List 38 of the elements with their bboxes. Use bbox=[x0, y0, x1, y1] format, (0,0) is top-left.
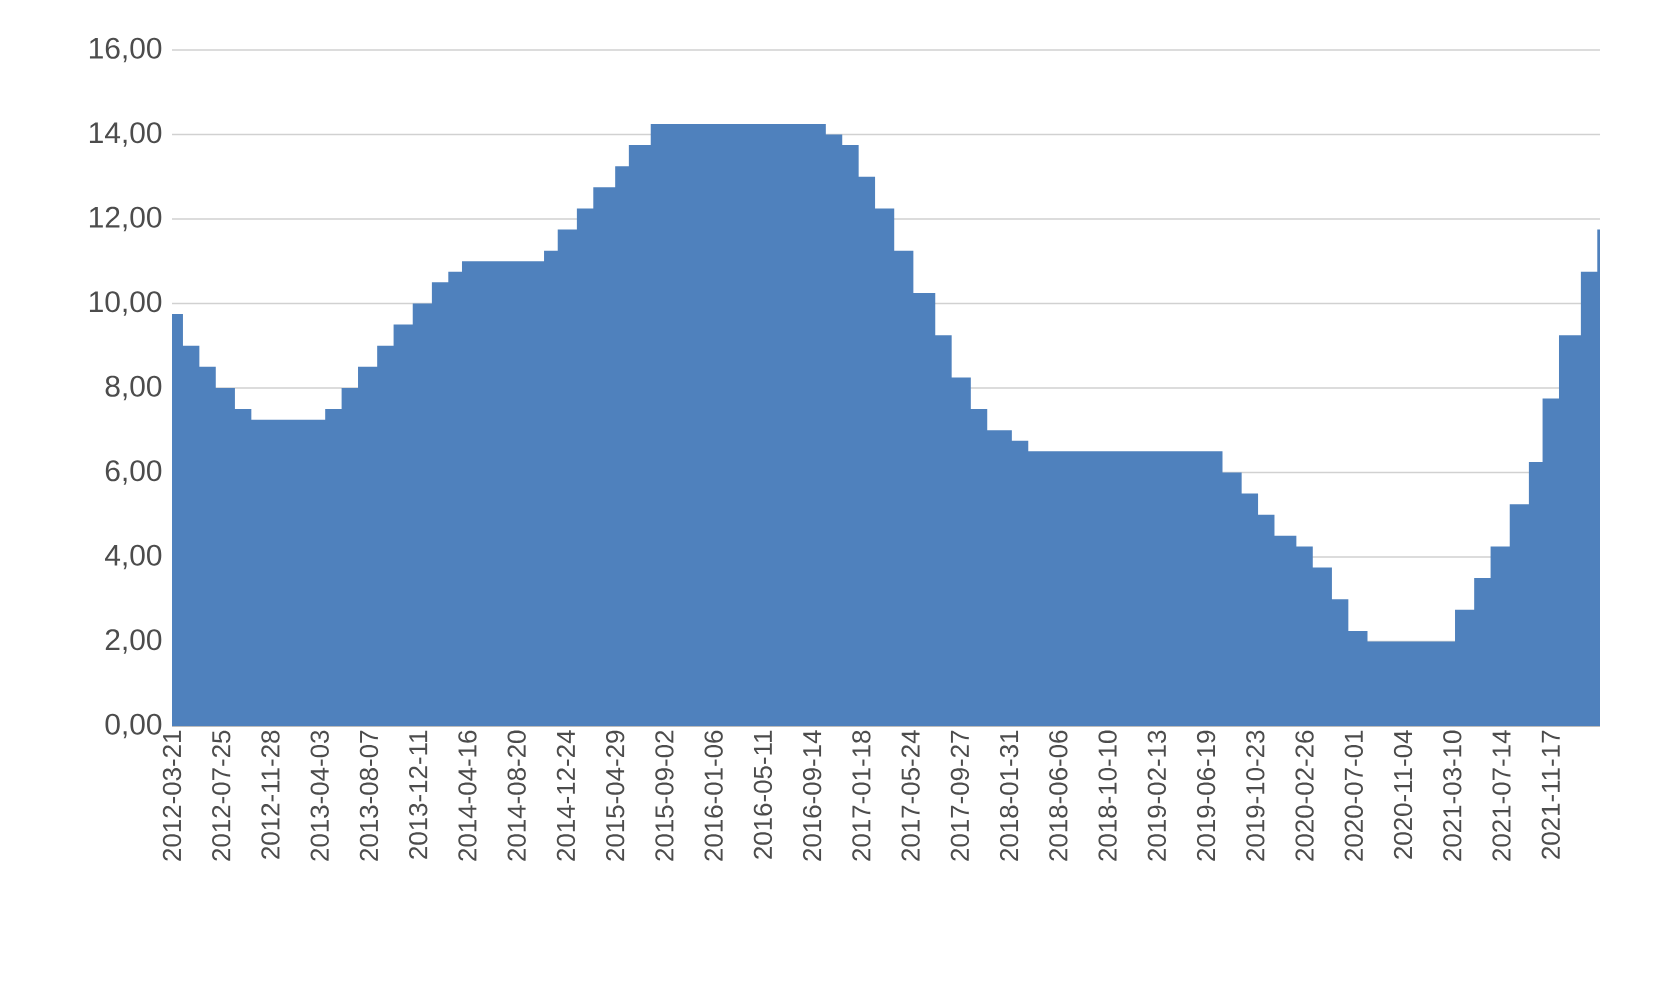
x-tick-label: 2016-05-11 bbox=[753, 730, 773, 859]
y-tick-label: 10,00 bbox=[89, 291, 162, 316]
x-tick-label: 2020-02-26 bbox=[1295, 730, 1314, 861]
x-tick-label: 2016-09-14 bbox=[802, 730, 822, 861]
x-tick-label: 2019-06-19 bbox=[1196, 730, 1216, 861]
x-tick-label: 2014-12-24 bbox=[556, 730, 576, 861]
y-tick-label: 6,00 bbox=[105, 460, 162, 485]
x-tick-label: 2016-01-06 bbox=[704, 730, 723, 861]
y-tick-label: 16,00 bbox=[89, 37, 162, 63]
y-tick-label: 12,00 bbox=[89, 206, 162, 232]
y-tick-label: 8,00 bbox=[105, 375, 162, 401]
x-tick-label: 2013-12-11 bbox=[409, 730, 428, 859]
x-tick-label: 2017-09-27 bbox=[950, 730, 970, 861]
x-tick-label: 2012-11-28 bbox=[261, 730, 280, 859]
x-tick-label: 2012-03-21 bbox=[162, 730, 182, 861]
y-tick-label: 14,00 bbox=[89, 122, 162, 147]
x-tick-label: 2021-03-10 bbox=[1443, 730, 1462, 861]
x-tick-label: 2019-10-23 bbox=[1246, 730, 1265, 861]
x-tick-label: 2014-04-16 bbox=[458, 730, 477, 861]
x-tick-label: 2018-01-31 bbox=[999, 730, 1019, 861]
y-tick-label: 2,00 bbox=[105, 629, 162, 654]
x-tick-label: 2018-06-06 bbox=[1049, 730, 1068, 861]
x-tick-label: 2021-11-17 bbox=[1541, 730, 1560, 859]
y-tick-label: 4,00 bbox=[105, 544, 162, 570]
x-tick-label: 2017-05-24 bbox=[901, 730, 920, 861]
x-tick-label: 2017-01-18 bbox=[852, 730, 871, 861]
x-tick-label: 2021-07-14 bbox=[1492, 730, 1511, 861]
x-tick-label: 2012-07-25 bbox=[212, 730, 231, 861]
x-tick-label: 2015-04-29 bbox=[606, 730, 625, 861]
x-tick-label: 2013-04-03 bbox=[310, 730, 329, 861]
x-tick-label: 2020-11-04 bbox=[1393, 730, 1413, 859]
x-tick-label: 2013-08-07 bbox=[359, 730, 379, 861]
x-tick-label: 2014-08-20 bbox=[507, 730, 526, 861]
y-tick-label: 0,00 bbox=[105, 713, 162, 739]
x-tick-label: 2018-10-10 bbox=[1098, 730, 1117, 861]
x-tick-label: 2020-07-01 bbox=[1344, 730, 1363, 861]
x-tick-label: 2015-09-02 bbox=[655, 730, 674, 861]
x-tick-label: 2019-02-13 bbox=[1147, 730, 1167, 861]
